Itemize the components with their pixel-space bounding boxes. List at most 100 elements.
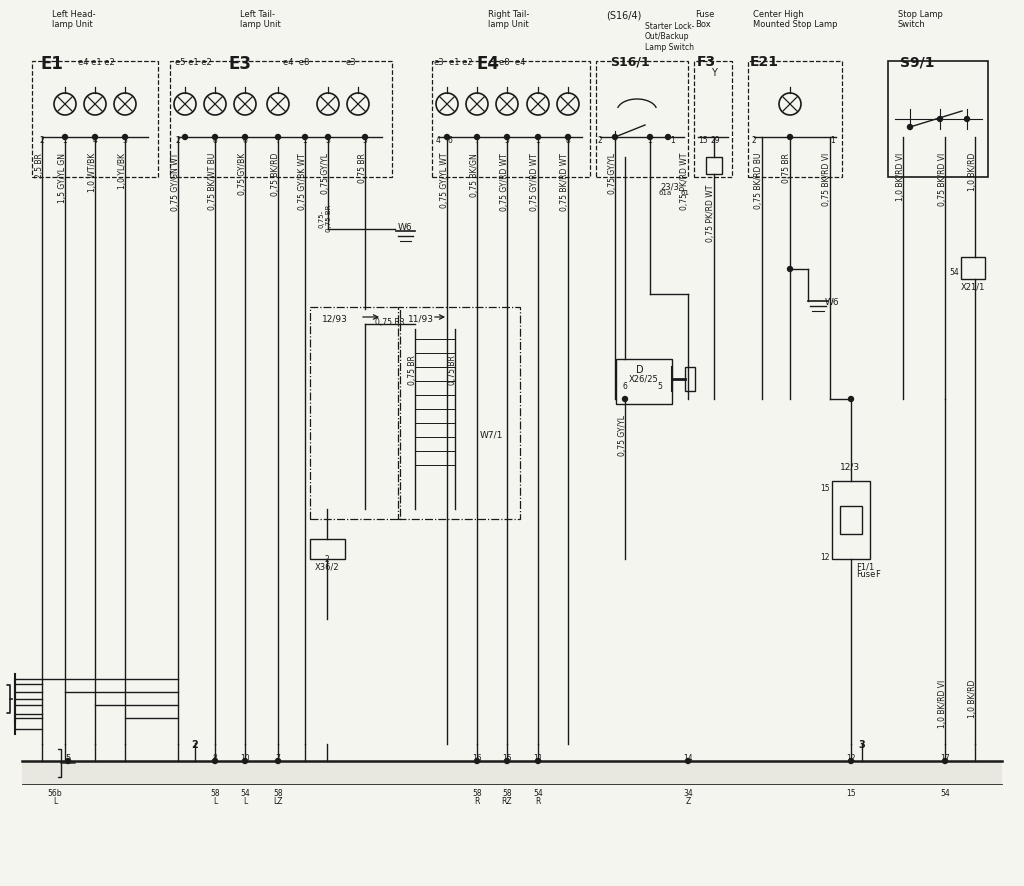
Text: 1: 1 (303, 136, 307, 144)
Text: 2,5 BR: 2,5 BR (35, 152, 43, 178)
Text: 5: 5 (657, 382, 663, 391)
Text: 15: 15 (502, 753, 512, 762)
Text: 10: 10 (241, 753, 250, 762)
Text: 0,75 BR: 0,75 BR (782, 152, 792, 183)
Text: W6: W6 (398, 223, 413, 232)
Circle shape (362, 136, 368, 140)
Bar (310, 307, 400, 519)
Text: 6: 6 (447, 136, 453, 144)
Text: S9/1: S9/1 (900, 55, 935, 69)
Circle shape (275, 758, 281, 764)
Bar (961, 258, 985, 280)
Text: Z: Z (685, 797, 690, 805)
Circle shape (565, 136, 570, 140)
Text: 6: 6 (243, 136, 248, 144)
Text: 1: 1 (647, 136, 652, 144)
Circle shape (444, 136, 450, 140)
Circle shape (66, 758, 71, 764)
Text: 58: 58 (502, 789, 512, 797)
Text: 0,75 BK/RD VI: 0,75 BK/RD VI (822, 152, 831, 206)
Text: e3: e3 (345, 58, 355, 67)
Bar (888, 62, 988, 178)
Text: 16: 16 (472, 753, 482, 762)
Bar (694, 62, 732, 178)
Text: 0,75 BR: 0,75 BR (375, 318, 404, 327)
Text: 0,75-
0,75 BR: 0,75- 0,75 BR (318, 205, 332, 232)
Text: F3: F3 (697, 55, 716, 69)
Text: 2: 2 (191, 739, 199, 750)
Text: Fuse: Fuse (856, 570, 876, 579)
Bar (398, 307, 520, 519)
Text: 0,75 GY/RD WT: 0,75 GY/RD WT (530, 152, 540, 211)
Circle shape (505, 758, 510, 764)
Text: 1,0 YL/BK: 1,0 YL/BK (118, 152, 127, 189)
Circle shape (787, 268, 793, 272)
Text: 7: 7 (275, 753, 281, 762)
Text: 54: 54 (949, 268, 959, 276)
Text: Fuse
Box: Fuse Box (695, 10, 715, 29)
Text: F: F (874, 570, 880, 579)
Text: Center High
Mounted Stop Lamp: Center High Mounted Stop Lamp (753, 10, 838, 29)
Circle shape (612, 136, 617, 140)
Text: 4: 4 (435, 136, 440, 144)
Text: 1,0 BK/RD VI: 1,0 BK/RD VI (938, 680, 946, 727)
Bar (706, 158, 722, 175)
Text: R: R (536, 797, 541, 805)
Text: 56b: 56b (48, 789, 62, 797)
Text: 0,75 PK/RD WT: 0,75 PK/RD WT (707, 185, 716, 242)
Text: 23/3: 23/3 (660, 182, 680, 190)
Text: 0,75 BK/GN: 0,75 BK/GN (469, 152, 478, 197)
Text: 3: 3 (859, 739, 865, 750)
Text: 1,0 BK/RD: 1,0 BK/RD (968, 680, 977, 718)
Text: Stop Lamp
Switch: Stop Lamp Switch (898, 10, 943, 29)
Text: D: D (636, 364, 644, 375)
Text: 15: 15 (698, 136, 708, 144)
Text: Y: Y (711, 68, 717, 78)
Text: e5 e1 e2: e5 e1 e2 (175, 58, 212, 67)
Bar (22, 761, 1002, 784)
Text: 11: 11 (534, 753, 543, 762)
Text: 58: 58 (210, 789, 220, 797)
Text: E21: E21 (750, 55, 779, 69)
Text: 2: 2 (598, 136, 602, 144)
Text: 8: 8 (213, 136, 217, 144)
Text: X21/1: X21/1 (961, 282, 985, 291)
Text: 2: 2 (40, 136, 44, 144)
Circle shape (536, 136, 541, 140)
Text: 29: 29 (711, 136, 720, 144)
Circle shape (536, 758, 541, 764)
Text: 0,75 BK/WT BU: 0,75 BK/WT BU (208, 152, 216, 210)
Text: E3: E3 (228, 55, 251, 73)
Bar (685, 368, 695, 392)
Text: 1,0 BK/RD VI: 1,0 BK/RD VI (896, 152, 904, 201)
Text: Left Head-
lamp Unit: Left Head- lamp Unit (52, 10, 95, 29)
Text: 0,75 GY/YL WT: 0,75 GY/YL WT (439, 152, 449, 208)
Text: RZ: RZ (502, 797, 512, 805)
Text: L: L (243, 797, 247, 805)
Circle shape (123, 136, 128, 140)
Text: 7: 7 (474, 136, 479, 144)
Bar (32, 62, 158, 178)
Text: Left Tail-
lamp Unit: Left Tail- lamp Unit (240, 10, 281, 29)
Text: 0,75 GY/BK WT: 0,75 GY/BK WT (298, 152, 306, 209)
Text: 0,75 GY/YL: 0,75 GY/YL (321, 152, 330, 194)
Circle shape (213, 758, 217, 764)
Text: 0,75 GY/YL: 0,75 GY/YL (607, 152, 616, 194)
Text: Right Tail-
lamp Unit: Right Tail- lamp Unit (488, 10, 529, 29)
Text: 0,75 BR: 0,75 BR (408, 354, 417, 385)
Circle shape (666, 136, 671, 140)
Text: 15: 15 (820, 484, 830, 493)
Text: 1: 1 (62, 136, 68, 144)
Text: E1: E1 (40, 55, 62, 73)
Circle shape (938, 117, 942, 122)
Text: 14: 14 (683, 753, 693, 762)
Circle shape (275, 136, 281, 140)
Bar (432, 62, 590, 178)
Text: 5: 5 (505, 136, 509, 144)
Circle shape (849, 758, 853, 764)
Circle shape (243, 758, 248, 764)
Bar (596, 62, 688, 178)
Text: 0,75 BK/RD VI: 0,75 BK/RD VI (938, 152, 946, 206)
Text: X36/2: X36/2 (314, 562, 339, 571)
Text: 0,75 PK/RD WT: 0,75 PK/RD WT (681, 152, 689, 210)
